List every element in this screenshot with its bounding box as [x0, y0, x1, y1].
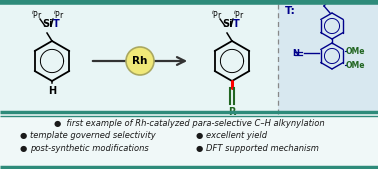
Text: N: N [292, 49, 299, 57]
Text: ●: ● [196, 131, 203, 140]
Text: $^i$Pr: $^i$Pr [233, 9, 245, 21]
Text: template governed selectivity: template governed selectivity [30, 131, 156, 140]
Text: $^i$Pr: $^i$Pr [211, 9, 223, 21]
Text: OMe: OMe [346, 46, 366, 55]
Text: T: T [53, 19, 59, 29]
Text: DFT supported mechanism: DFT supported mechanism [206, 144, 319, 153]
Text: ●: ● [20, 144, 27, 153]
Text: T: T [232, 19, 239, 29]
Bar [0, 113, 378, 169]
Text: OMe: OMe [346, 61, 366, 69]
Text: ●  first example of Rh-catalyzed para-selective C–H alkynylation: ● first example of Rh-catalyzed para-sel… [54, 119, 324, 128]
Bar [278, 0, 378, 114]
Text: T:: T: [285, 6, 296, 16]
Text: post-synthetic modifications: post-synthetic modifications [30, 144, 149, 153]
Text: ●: ● [196, 144, 203, 153]
Circle shape [126, 47, 154, 75]
Text: Si: Si [43, 19, 53, 29]
Text: $^i$Pr: $^i$Pr [53, 9, 65, 21]
Text: H: H [48, 86, 56, 96]
Text: ●: ● [20, 131, 27, 140]
Text: excellent yield: excellent yield [206, 131, 267, 140]
Text: Si: Si [223, 19, 233, 29]
Text: Rh: Rh [132, 56, 148, 66]
Text: $^i$Pr: $^i$Pr [31, 9, 43, 21]
Text: R: R [228, 107, 236, 117]
